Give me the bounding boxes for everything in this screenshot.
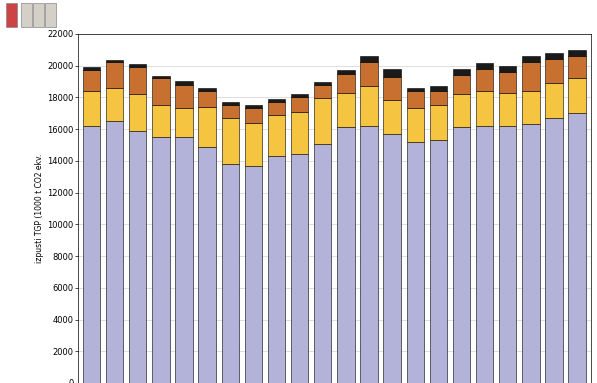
Bar	[314, 85, 331, 98]
Bar	[152, 78, 170, 105]
Bar	[545, 53, 563, 59]
Bar	[476, 63, 493, 69]
Bar	[291, 94, 308, 97]
Bar	[83, 126, 100, 383]
Bar	[83, 67, 100, 70]
Bar	[383, 100, 401, 134]
Bar	[268, 99, 285, 102]
Bar	[430, 105, 447, 140]
Bar	[545, 59, 563, 83]
Bar	[152, 76, 170, 78]
Bar	[383, 69, 401, 77]
Bar	[268, 102, 285, 115]
Bar	[407, 108, 424, 142]
Bar	[476, 69, 493, 91]
Bar	[176, 85, 193, 108]
Bar	[407, 142, 424, 383]
Bar	[314, 98, 331, 144]
Bar	[407, 88, 424, 91]
Bar	[176, 137, 193, 383]
Bar	[476, 91, 493, 126]
Bar	[545, 83, 563, 118]
Bar	[499, 126, 516, 383]
Bar	[383, 134, 401, 383]
Bar	[522, 91, 540, 124]
Bar	[361, 56, 378, 62]
Bar	[245, 165, 262, 383]
Bar	[568, 113, 586, 383]
Bar	[198, 91, 216, 107]
Bar	[545, 118, 563, 383]
Bar	[430, 140, 447, 383]
Bar	[337, 93, 355, 128]
Bar	[499, 72, 516, 93]
Bar	[176, 82, 193, 85]
Bar	[522, 56, 540, 62]
Bar	[45, 3, 56, 27]
Bar	[337, 70, 355, 74]
Bar	[568, 50, 586, 56]
Bar	[361, 62, 378, 86]
Bar	[106, 88, 124, 121]
Bar	[522, 124, 540, 383]
Bar	[198, 107, 216, 147]
Bar	[106, 121, 124, 383]
Bar	[245, 108, 262, 123]
Bar	[6, 3, 17, 27]
Bar	[291, 154, 308, 383]
Bar	[83, 91, 100, 126]
Bar	[291, 97, 308, 111]
Bar	[221, 102, 239, 105]
Bar	[453, 94, 470, 128]
Bar	[383, 77, 401, 100]
Bar	[33, 3, 44, 27]
Bar	[314, 82, 331, 85]
Bar	[129, 94, 146, 131]
Bar	[453, 69, 470, 75]
Bar	[245, 105, 262, 108]
Bar	[129, 67, 146, 94]
Bar	[83, 70, 100, 91]
Y-axis label: izpusti TGP (1000 t CO2 ekv.: izpusti TGP (1000 t CO2 ekv.	[35, 154, 44, 263]
Bar	[314, 144, 331, 383]
Bar	[152, 105, 170, 137]
Bar	[361, 126, 378, 383]
Bar	[568, 56, 586, 78]
Bar	[221, 105, 239, 118]
Bar	[129, 131, 146, 383]
Bar	[221, 164, 239, 383]
Bar	[522, 62, 540, 91]
Bar	[106, 62, 124, 88]
Bar	[476, 126, 493, 383]
Bar	[453, 128, 470, 383]
Bar	[337, 74, 355, 93]
Bar	[568, 78, 586, 113]
Bar	[176, 108, 193, 137]
Bar	[361, 86, 378, 126]
Bar	[453, 75, 470, 94]
Bar	[407, 91, 424, 108]
Bar	[152, 137, 170, 383]
Bar	[198, 147, 216, 383]
Bar	[198, 88, 216, 91]
Bar	[21, 3, 32, 27]
Bar	[245, 123, 262, 165]
Bar	[268, 156, 285, 383]
Bar	[499, 66, 516, 72]
Bar	[221, 118, 239, 164]
Bar	[129, 64, 146, 67]
Bar	[499, 93, 516, 126]
Bar	[268, 115, 285, 156]
Bar	[430, 86, 447, 91]
Bar	[337, 128, 355, 383]
Bar	[430, 91, 447, 105]
Bar	[291, 111, 308, 154]
Bar	[106, 60, 124, 62]
